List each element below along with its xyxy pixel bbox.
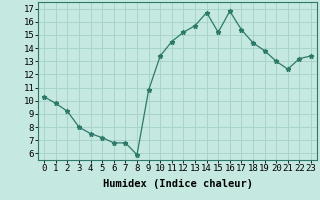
X-axis label: Humidex (Indice chaleur): Humidex (Indice chaleur) <box>103 179 252 189</box>
